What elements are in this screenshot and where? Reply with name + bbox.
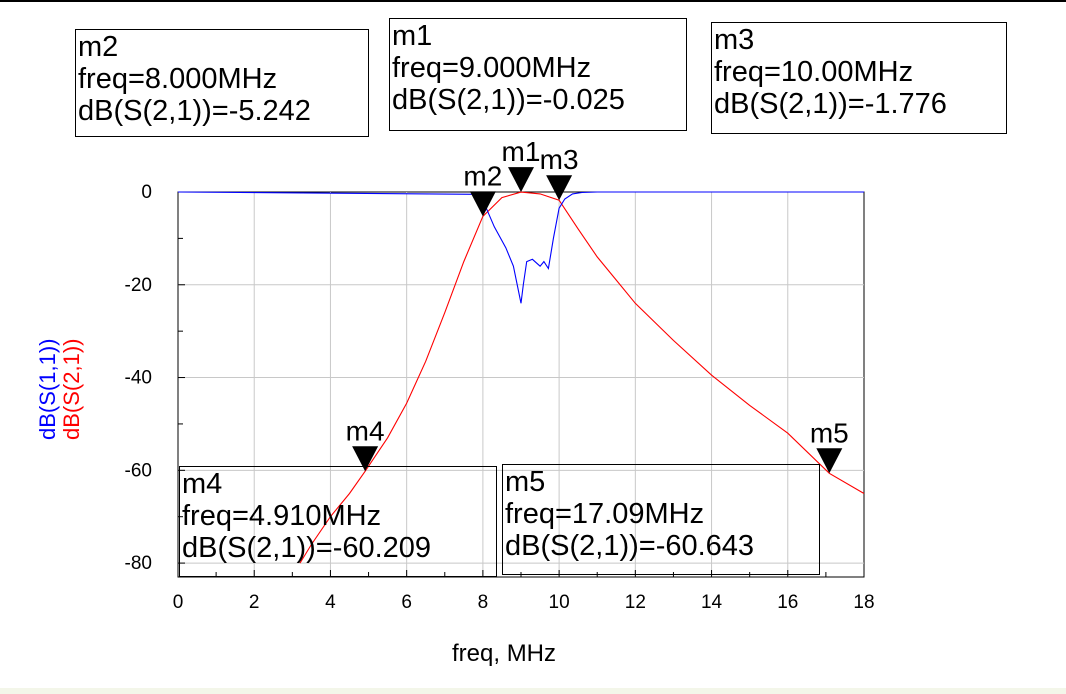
marker-m1-triangle (508, 167, 534, 193)
marker-m5-triangle (816, 448, 843, 474)
x-tick-label: 4 (325, 592, 336, 613)
series-s21-line (299, 191, 865, 564)
marker-m2-label: m2 (463, 160, 502, 191)
readout-value: dB(S(2,1))=-60.643 (505, 530, 755, 562)
top-border-line (0, 0, 1066, 2)
readout-value: dB(S(2,1))=-1.776 (714, 88, 947, 120)
y-tick-label: -60 (125, 460, 152, 481)
marker-readout-m2[interactable]: m2 freq=8.000MHz dB(S(2,1))=-5.242 (75, 29, 369, 137)
readout-freq: freq=17.09MHz (505, 498, 705, 530)
status-strip (0, 688, 1066, 694)
marker-readout-m1[interactable]: m1 freq=9.000MHz dB(S(2,1))=-0.025 (389, 18, 687, 131)
y-tick-label: -80 (125, 553, 152, 574)
x-tick-label: 14 (701, 592, 723, 613)
data-curves (177, 191, 865, 564)
readout-id: m3 (714, 24, 755, 56)
marker-m4-label: m4 (346, 415, 385, 446)
x-tick-label: 16 (777, 592, 798, 613)
marker-readout-m5[interactable]: m5 freq=17.09MHz dB(S(2,1))=-60.643 (502, 464, 820, 575)
y-tick-label: 0 (141, 182, 152, 203)
x-tick-label: 18 (853, 592, 874, 613)
readout-value: dB(S(2,1))=-60.209 (182, 532, 432, 564)
readout-id: m2 (78, 31, 119, 63)
y-label-s11: dB(S(1,1)) (35, 338, 60, 440)
readout-value: dB(S(2,1))=-5.242 (78, 95, 311, 127)
x-tick-label: 0 (173, 592, 184, 613)
tick-labels: 0 2 4 6 8 10 12 14 16 18 0 -20 -40 -60 -80 (125, 182, 875, 613)
readout-freq: freq=4.910MHz (182, 500, 382, 532)
y-label-s21: dB(S(2,1)) (59, 338, 84, 440)
readout-freq: freq=8.000MHz (78, 63, 278, 95)
series-s11-line (177, 191, 864, 304)
y-tick-label: -20 (125, 275, 152, 296)
marker-m5-label: m5 (810, 417, 849, 448)
marker-m3-label: m3 (540, 144, 579, 175)
x-axis-title: freq, MHz (452, 640, 557, 667)
readout-freq: freq=10.00MHz (714, 56, 914, 88)
readout-freq: freq=9.000MHz (392, 52, 592, 84)
x-tick-label: 12 (625, 592, 646, 613)
marker-m4-triangle (352, 446, 379, 472)
grid-lines (178, 192, 864, 577)
x-tick-label: 10 (549, 592, 570, 613)
marker-m1-label: m1 (502, 136, 541, 167)
readout-value: dB(S(2,1))=-0.025 (392, 84, 625, 116)
readout-id: m5 (505, 466, 546, 498)
plot-area (177, 191, 865, 578)
marker-readout-m4[interactable]: m4 freq=4.910MHz dB(S(2,1))=-60.209 (179, 466, 497, 577)
x-tick-label: 6 (401, 592, 412, 613)
marker-m2-triangle (469, 191, 496, 217)
readout-id: m1 (392, 20, 433, 52)
x-tick-label: 8 (478, 592, 489, 613)
marker-m3-triangle (546, 175, 573, 201)
marker-readout-m3[interactable]: m3 freq=10.00MHz dB(S(2,1))=-1.776 (711, 22, 1007, 134)
readout-id: m4 (182, 468, 223, 500)
x-tick-label: 2 (249, 592, 260, 613)
y-tick-label: -40 (125, 368, 152, 389)
